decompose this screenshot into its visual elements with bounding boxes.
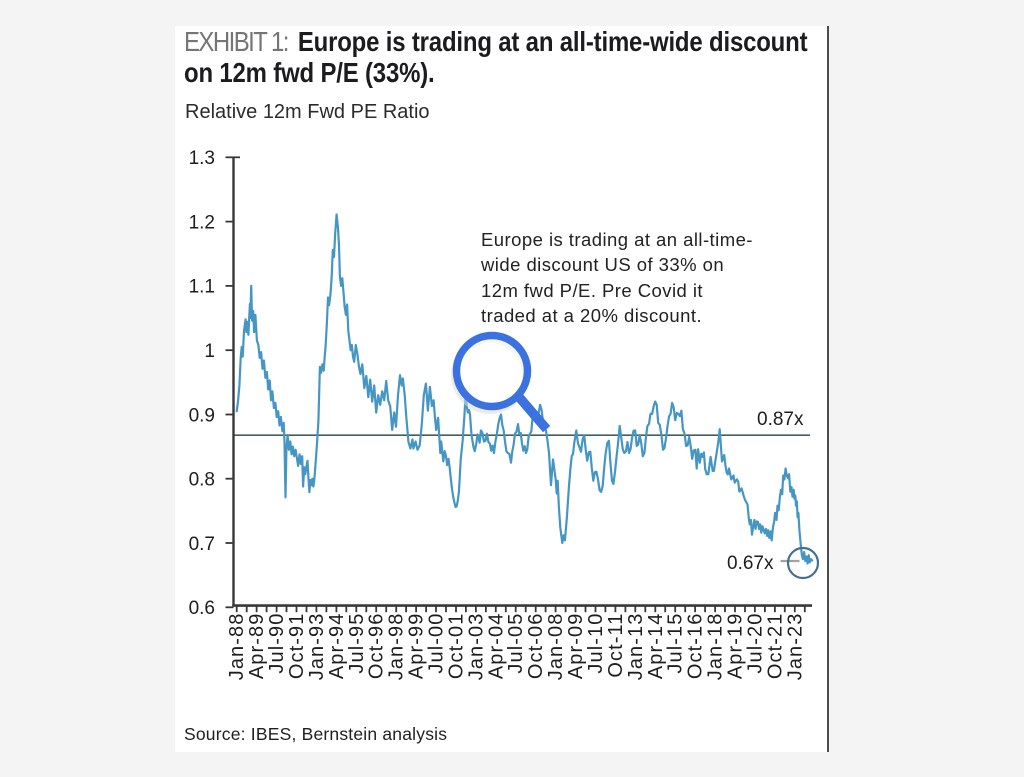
svg-text:0.7: 0.7: [189, 534, 215, 555]
svg-text:0.67x: 0.67x: [727, 553, 774, 574]
svg-text:Apr-09: Apr-09: [565, 613, 587, 680]
svg-text:Oct-06: Oct-06: [525, 613, 547, 680]
svg-text:Apr-14: Apr-14: [645, 613, 667, 680]
svg-text:Jul-00: Jul-00: [426, 613, 448, 674]
svg-text:Jul-05: Jul-05: [505, 613, 527, 674]
svg-text:Oct-11: Oct-11: [605, 613, 627, 678]
svg-text:0.6: 0.6: [189, 598, 215, 619]
svg-text:0.8: 0.8: [189, 470, 215, 491]
svg-text:Jul-95: Jul-95: [346, 613, 368, 674]
svg-text:Jul-20: Jul-20: [744, 613, 766, 674]
svg-text:Oct-91: Oct-91: [286, 613, 308, 680]
svg-text:Apr-94: Apr-94: [326, 613, 348, 680]
svg-text:Jan-03: Jan-03: [465, 613, 487, 681]
svg-text:Jul-15: Jul-15: [665, 613, 687, 674]
svg-text:Jan-08: Jan-08: [545, 613, 567, 681]
svg-text:1.1: 1.1: [189, 277, 215, 298]
svg-text:Jan-23: Jan-23: [784, 613, 806, 681]
svg-text:Apr-99: Apr-99: [406, 613, 428, 680]
svg-text:Apr-04: Apr-04: [485, 613, 507, 680]
svg-text:Oct-16: Oct-16: [685, 613, 707, 680]
svg-text:0.87x: 0.87x: [757, 409, 804, 430]
svg-text:Oct-96: Oct-96: [366, 613, 388, 680]
svg-text:0.9: 0.9: [189, 405, 215, 426]
svg-text:Jul-90: Jul-90: [266, 613, 288, 674]
svg-text:1.2: 1.2: [189, 212, 215, 233]
svg-text:Jul-10: Jul-10: [585, 613, 607, 674]
svg-text:Apr-19: Apr-19: [725, 613, 747, 680]
svg-text:1.3: 1.3: [189, 148, 215, 169]
svg-text:Apr-89: Apr-89: [246, 613, 268, 680]
svg-text:Jan-93: Jan-93: [306, 613, 328, 681]
svg-text:Jan-13: Jan-13: [625, 613, 647, 681]
svg-text:Jan-88: Jan-88: [226, 613, 248, 681]
svg-text:Jan-18: Jan-18: [705, 613, 727, 681]
svg-text:Oct-21: Oct-21: [764, 613, 786, 680]
svg-text:Oct-01: Oct-01: [446, 613, 468, 680]
svg-text:Jan-98: Jan-98: [386, 613, 408, 681]
svg-text:1: 1: [204, 341, 215, 362]
